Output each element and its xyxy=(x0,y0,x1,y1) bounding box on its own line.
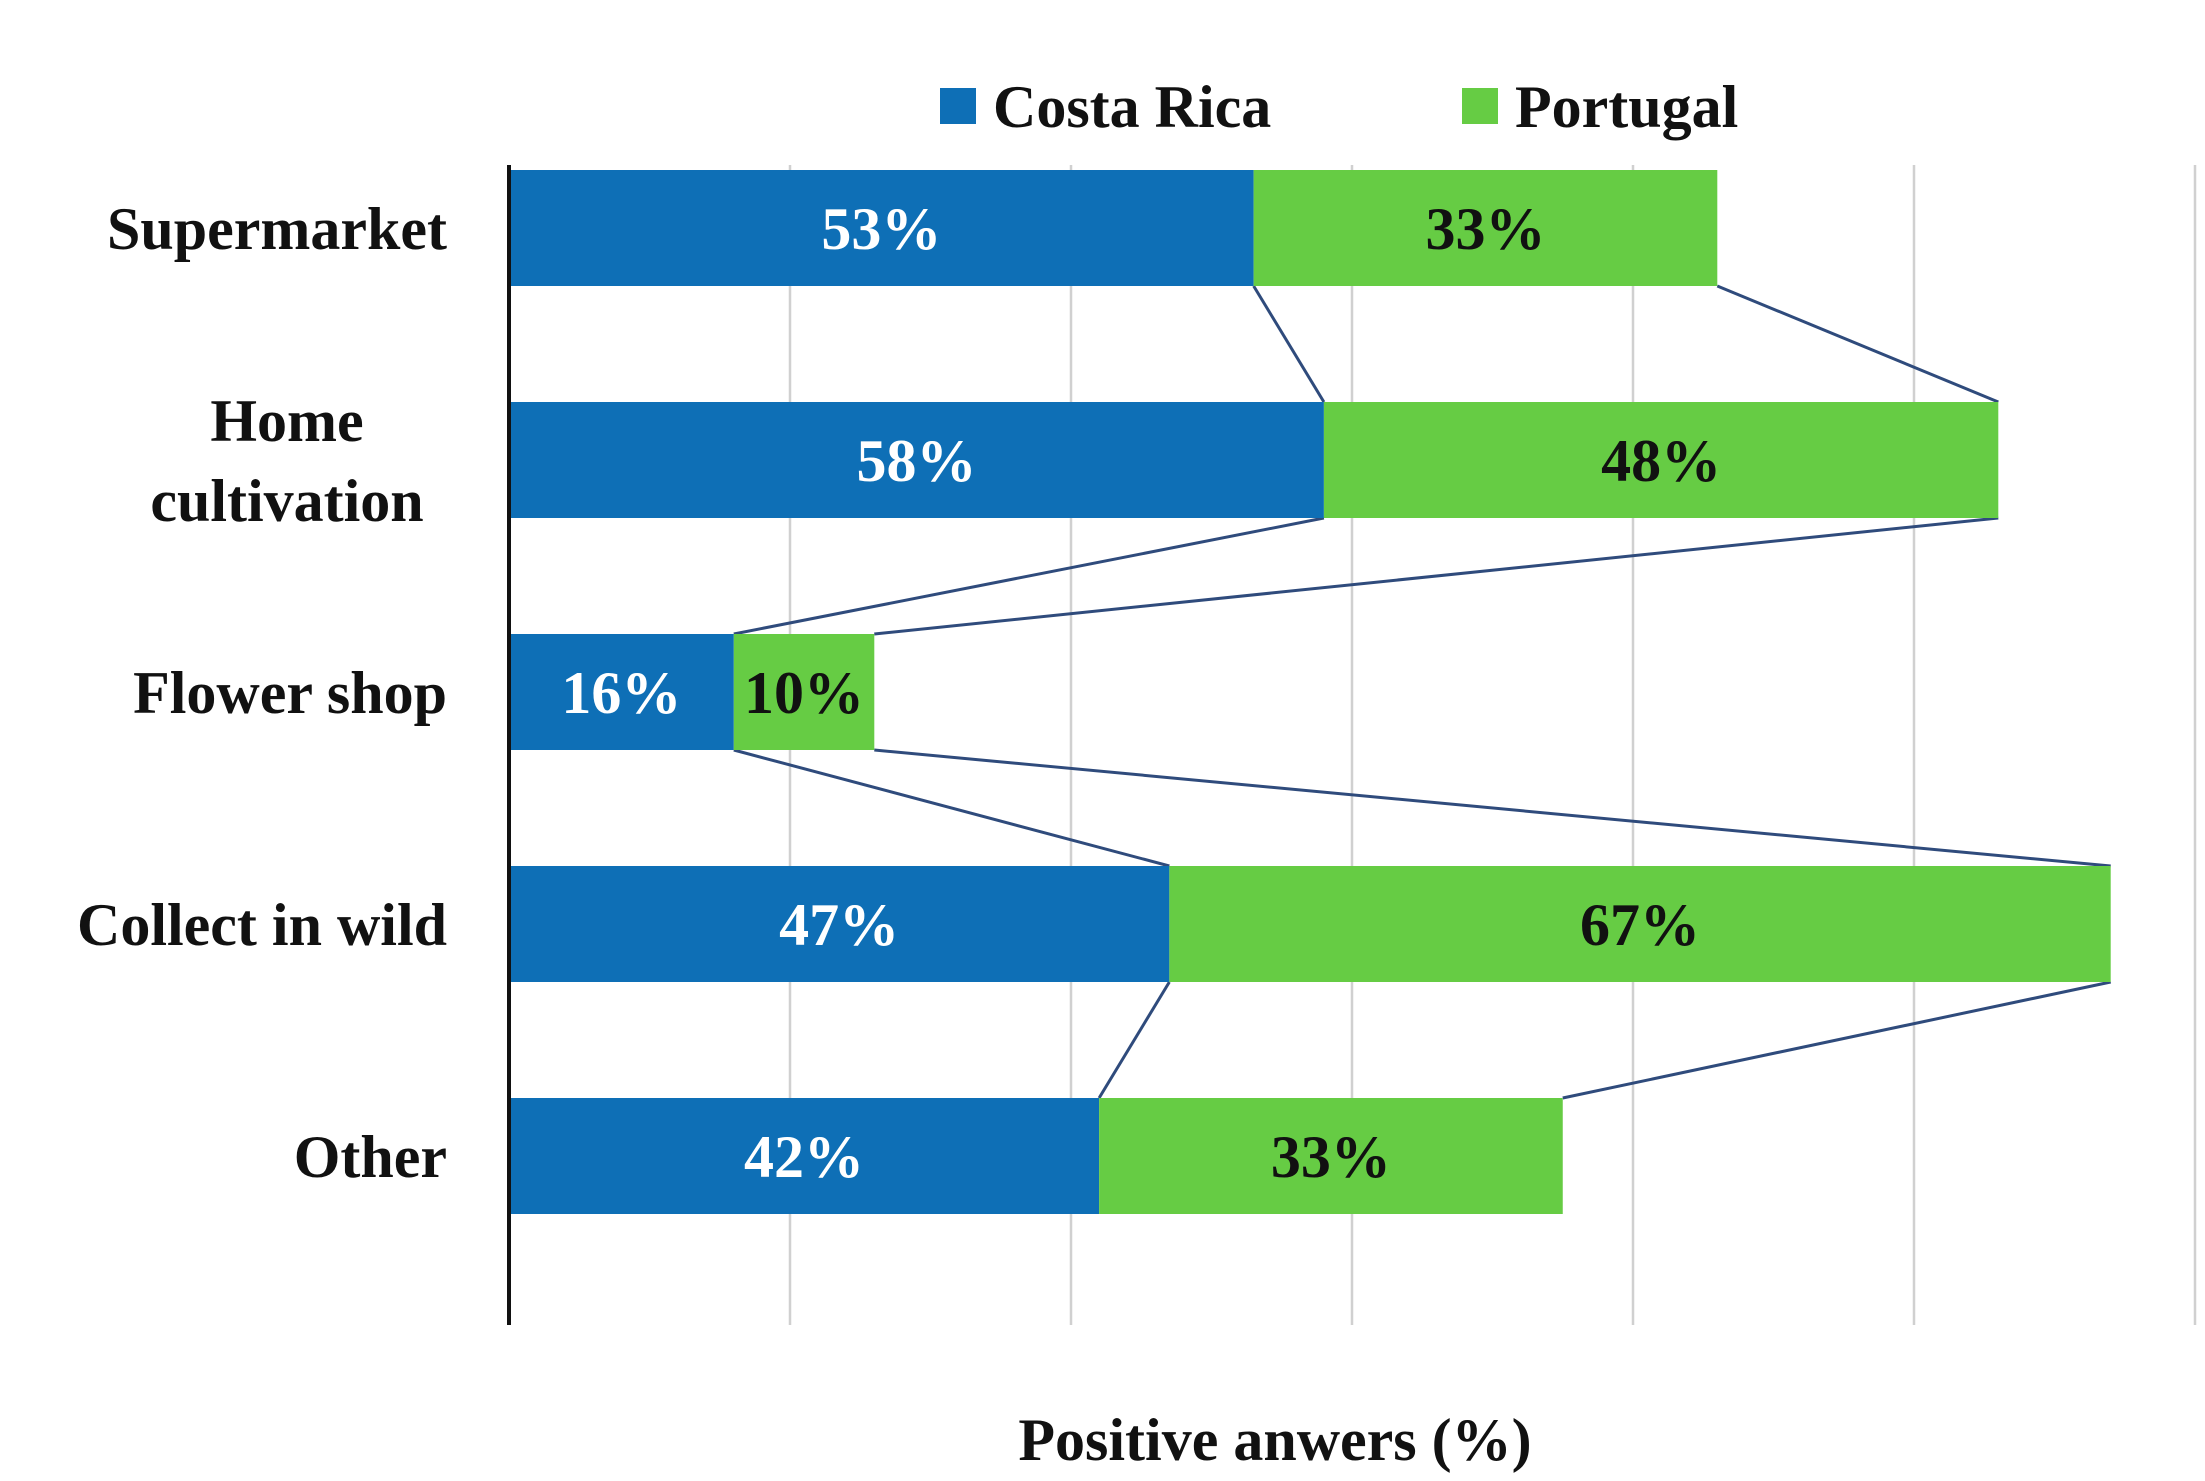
series-connector-lines xyxy=(733,284,2112,1100)
legend-swatch xyxy=(940,88,976,124)
data-label: 33% xyxy=(1425,196,1545,262)
x-axis-title: Positive anwers (%) xyxy=(1018,1407,1531,1473)
legend: Costa Rica Portugal xyxy=(940,74,1738,140)
category-label: Supermarket xyxy=(107,196,447,262)
category-label: cultivation xyxy=(150,468,423,534)
category-label: Collect in wild xyxy=(77,892,447,958)
series-line xyxy=(1097,981,1171,1099)
data-label: 47% xyxy=(779,892,899,958)
series-line xyxy=(1716,284,1999,404)
series-line xyxy=(733,516,1325,636)
bar-portugal xyxy=(1169,866,2111,982)
series-line xyxy=(1252,285,1326,403)
category-labels: Supermarket Home cultivation Flower shop Col… xyxy=(77,196,447,1190)
data-label: 48% xyxy=(1601,428,1721,494)
category-label: Home xyxy=(210,388,363,454)
bar-portugal xyxy=(1099,1098,1563,1214)
bar-costa-rica xyxy=(509,866,1170,982)
bar-portugal xyxy=(1323,402,1999,518)
bar-portugal xyxy=(733,634,875,750)
legend-label: Costa Rica xyxy=(993,74,1271,140)
value-labels: 53% 33% 58% 48% 16% 10% 47% 67% 42% 33% xyxy=(561,196,1721,1190)
series-line xyxy=(874,516,1999,636)
legend-swatch xyxy=(1462,88,1498,124)
series-line xyxy=(733,748,1170,868)
bar-costa-rica xyxy=(509,1098,1100,1214)
data-label: 42% xyxy=(744,1124,864,1190)
bar-costa-rica xyxy=(509,634,734,750)
data-label: 10% xyxy=(744,660,864,726)
data-label: 67% xyxy=(1580,892,1700,958)
legend-label: Portugal xyxy=(1515,74,1738,140)
bar-costa-rica xyxy=(509,402,1324,518)
category-label: Other xyxy=(294,1124,447,1190)
category-label: Flower shop xyxy=(133,660,447,726)
series-line xyxy=(1562,980,2112,1100)
data-label: 58% xyxy=(856,428,976,494)
bar-portugal xyxy=(1253,170,1718,286)
bar-costa-rica xyxy=(509,170,1254,286)
data-label: 53% xyxy=(821,196,941,262)
bars xyxy=(509,170,2111,1214)
data-label: 16% xyxy=(561,660,681,726)
data-label: 33% xyxy=(1271,1124,1391,1190)
series-line xyxy=(874,748,2111,868)
